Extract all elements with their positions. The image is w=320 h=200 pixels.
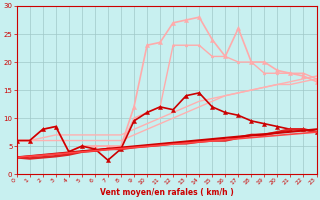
X-axis label: Vent moyen/en rafales ( km/h ): Vent moyen/en rafales ( km/h ) bbox=[100, 188, 234, 197]
